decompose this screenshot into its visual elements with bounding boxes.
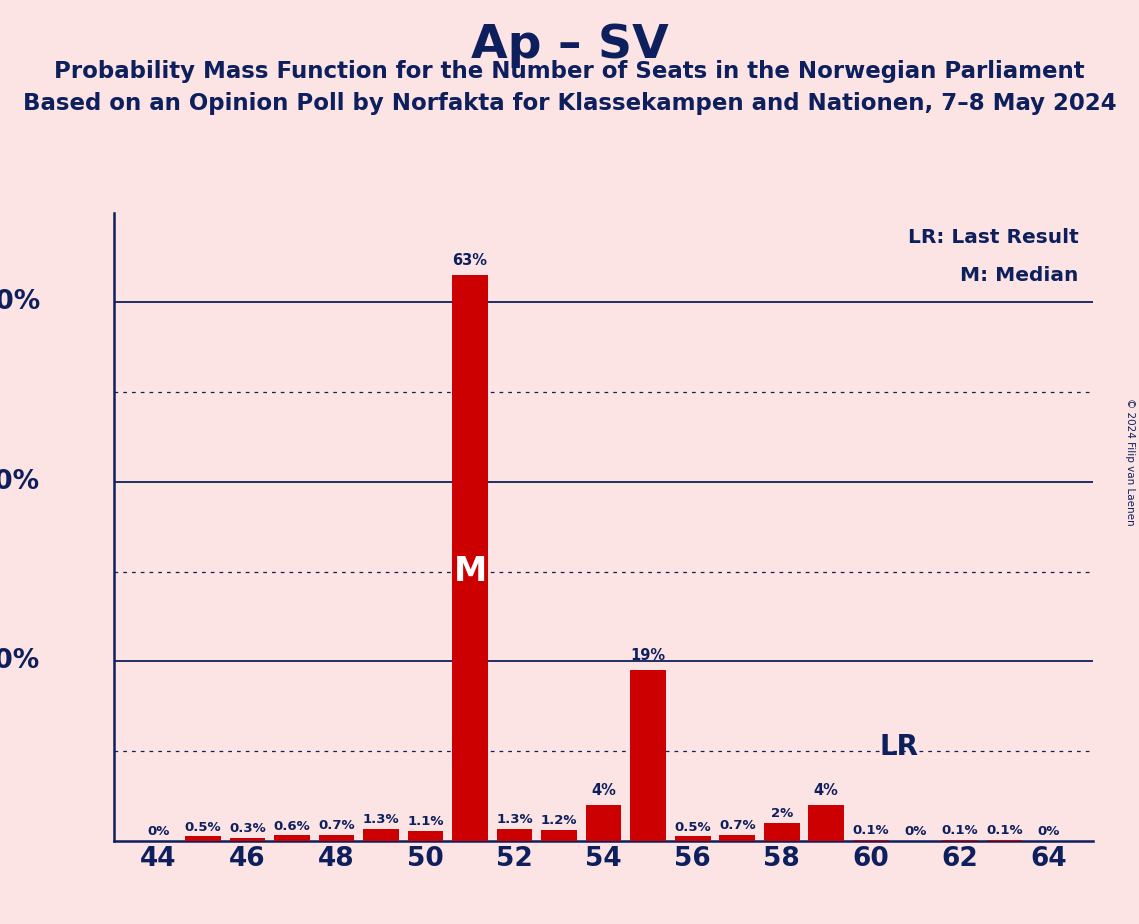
- Text: 0.6%: 0.6%: [273, 820, 310, 833]
- Text: 0%: 0%: [1038, 825, 1060, 838]
- Text: 1.3%: 1.3%: [497, 813, 533, 826]
- Text: 0.7%: 0.7%: [318, 819, 355, 832]
- Bar: [541, 830, 577, 841]
- Text: M: M: [453, 555, 486, 588]
- Text: 0.3%: 0.3%: [229, 822, 265, 835]
- Text: Probability Mass Function for the Number of Seats in the Norwegian Parliament: Probability Mass Function for the Number…: [55, 60, 1084, 83]
- Text: M: Median: M: Median: [960, 266, 1079, 285]
- Text: 0%: 0%: [147, 825, 170, 838]
- Text: 0.1%: 0.1%: [852, 824, 890, 837]
- Text: 1.3%: 1.3%: [362, 813, 400, 826]
- Text: LR: Last Result: LR: Last Result: [908, 228, 1079, 248]
- Text: 0.1%: 0.1%: [942, 824, 978, 837]
- Bar: [585, 805, 622, 841]
- Text: 0%: 0%: [904, 825, 926, 838]
- Text: 60%: 60%: [0, 289, 41, 315]
- Text: 4%: 4%: [591, 783, 616, 797]
- Text: 0.5%: 0.5%: [674, 821, 711, 833]
- Bar: [319, 834, 354, 841]
- Bar: [186, 836, 221, 841]
- Bar: [408, 831, 443, 841]
- Text: 19%: 19%: [631, 648, 666, 663]
- Bar: [363, 829, 399, 841]
- Bar: [809, 805, 844, 841]
- Text: 4%: 4%: [814, 783, 838, 797]
- Bar: [630, 670, 666, 841]
- Text: 2%: 2%: [771, 808, 793, 821]
- Text: 0.7%: 0.7%: [719, 819, 755, 832]
- Text: 0.1%: 0.1%: [986, 824, 1023, 837]
- Text: 1.1%: 1.1%: [408, 815, 444, 828]
- Bar: [452, 275, 487, 841]
- Text: Ap – SV: Ap – SV: [470, 23, 669, 68]
- Bar: [497, 829, 532, 841]
- Text: 40%: 40%: [0, 468, 41, 494]
- Bar: [675, 836, 711, 841]
- Text: 20%: 20%: [0, 649, 41, 675]
- Bar: [274, 835, 310, 841]
- Text: 63%: 63%: [452, 253, 487, 268]
- Text: LR: LR: [879, 733, 919, 760]
- Bar: [230, 838, 265, 841]
- Text: 1.2%: 1.2%: [541, 814, 577, 827]
- Bar: [764, 823, 800, 841]
- Text: © 2024 Filip van Laenen: © 2024 Filip van Laenen: [1125, 398, 1134, 526]
- Text: 0.5%: 0.5%: [185, 821, 221, 833]
- Bar: [720, 834, 755, 841]
- Text: Based on an Opinion Poll by Norfakta for Klassekampen and Nationen, 7–8 May 2024: Based on an Opinion Poll by Norfakta for…: [23, 92, 1116, 116]
